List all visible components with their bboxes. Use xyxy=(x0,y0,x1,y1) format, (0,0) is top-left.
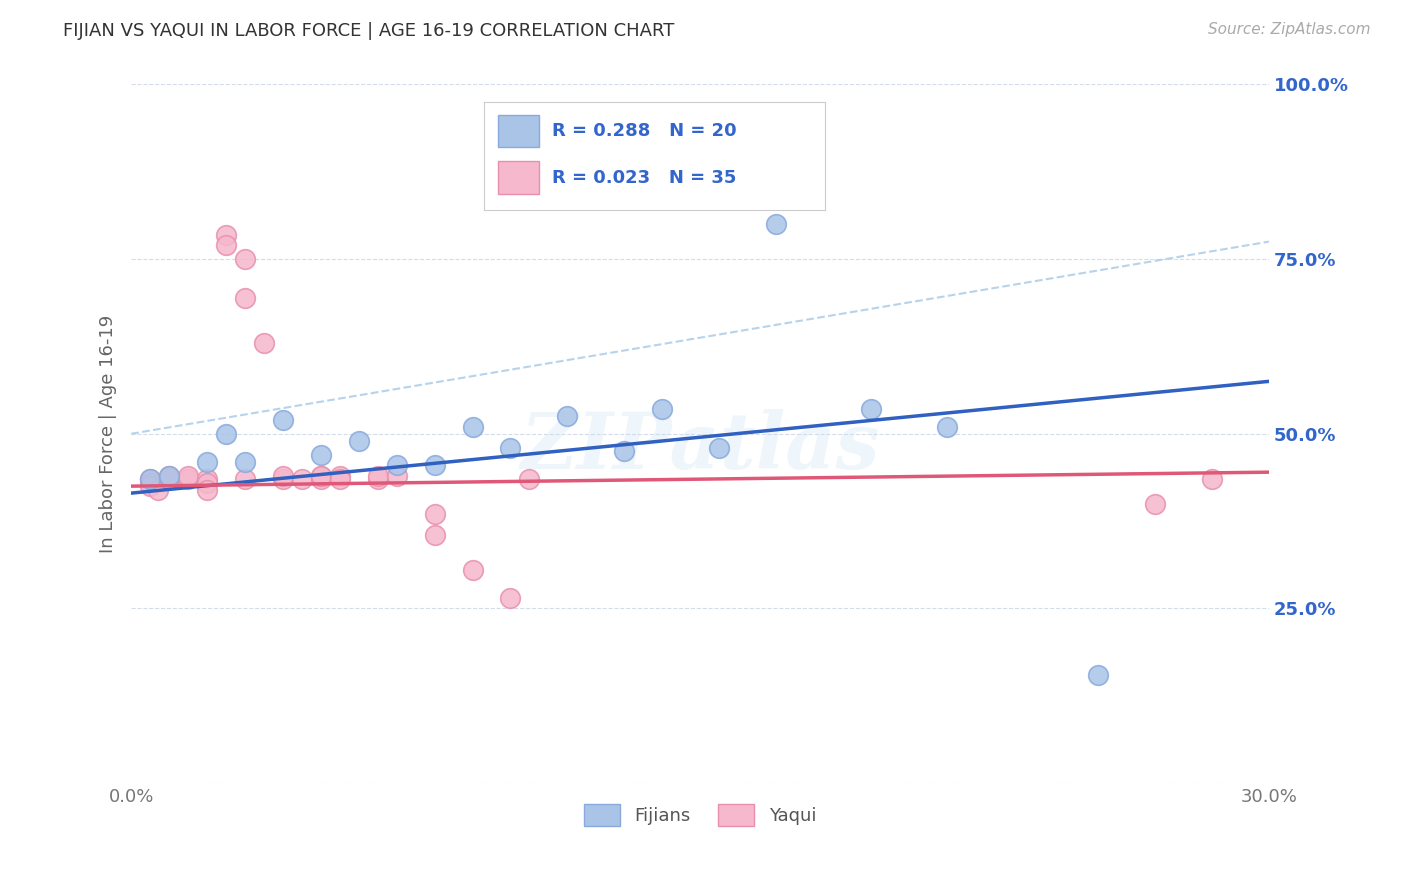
Point xyxy=(195,455,218,469)
Point xyxy=(215,426,238,441)
Point xyxy=(499,441,522,455)
Point xyxy=(157,472,180,486)
Point xyxy=(423,528,446,542)
Point xyxy=(707,441,730,455)
Text: FIJIAN VS YAQUI IN LABOR FORCE | AGE 16-19 CORRELATION CHART: FIJIAN VS YAQUI IN LABOR FORCE | AGE 16-… xyxy=(63,22,675,40)
Point xyxy=(233,252,256,266)
Point xyxy=(146,483,169,497)
Point xyxy=(157,468,180,483)
Point xyxy=(1087,667,1109,681)
Point xyxy=(499,591,522,605)
Point xyxy=(271,472,294,486)
Point xyxy=(367,472,389,486)
Point xyxy=(157,468,180,483)
Point xyxy=(309,448,332,462)
Y-axis label: In Labor Force | Age 16-19: In Labor Force | Age 16-19 xyxy=(100,315,117,553)
Point xyxy=(271,413,294,427)
Text: Source: ZipAtlas.com: Source: ZipAtlas.com xyxy=(1208,22,1371,37)
Point xyxy=(385,458,408,473)
Point xyxy=(329,468,352,483)
Point xyxy=(139,472,162,486)
Point xyxy=(309,468,332,483)
Point xyxy=(557,409,579,424)
Point xyxy=(461,419,484,434)
Point xyxy=(329,472,352,486)
Point xyxy=(367,468,389,483)
Point xyxy=(139,479,162,493)
Text: ZIPatlas: ZIPatlas xyxy=(520,409,880,486)
Point xyxy=(347,434,370,448)
Point xyxy=(215,238,238,252)
Point xyxy=(177,472,200,486)
Point xyxy=(519,472,541,486)
Point xyxy=(309,472,332,486)
Point xyxy=(423,507,446,521)
Point xyxy=(461,563,484,577)
Point xyxy=(233,291,256,305)
Point xyxy=(859,402,882,417)
Point xyxy=(291,472,314,486)
Point xyxy=(139,472,162,486)
Point xyxy=(233,472,256,486)
Point xyxy=(271,468,294,483)
Point xyxy=(195,475,218,490)
Point xyxy=(195,483,218,497)
Point xyxy=(195,472,218,486)
Point xyxy=(765,217,787,231)
Point xyxy=(1201,472,1223,486)
Point xyxy=(177,468,200,483)
Point xyxy=(309,468,332,483)
Point xyxy=(215,227,238,242)
Point xyxy=(935,419,957,434)
Point xyxy=(423,458,446,473)
Point xyxy=(385,468,408,483)
Point xyxy=(1144,497,1167,511)
Point xyxy=(613,444,636,458)
Point xyxy=(233,455,256,469)
Legend: Fijians, Yaqui: Fijians, Yaqui xyxy=(576,797,824,833)
Point xyxy=(651,402,673,417)
Point xyxy=(253,335,276,350)
Point xyxy=(139,475,162,490)
